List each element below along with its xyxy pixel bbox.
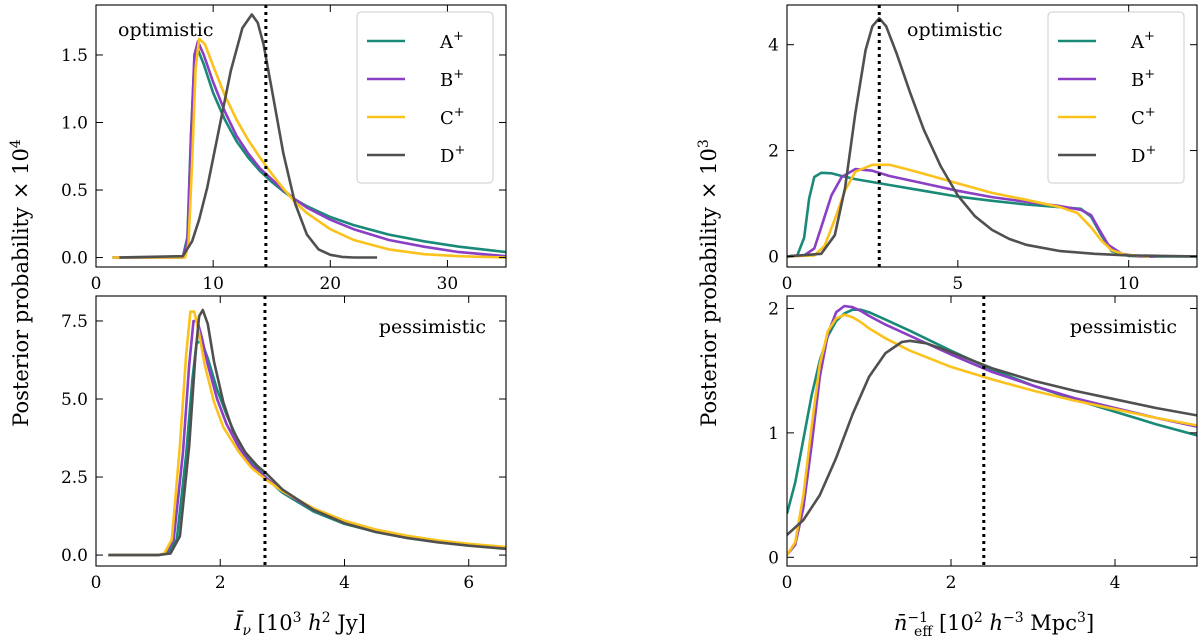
y-tick-label: 0.5	[61, 181, 88, 201]
series-group	[108, 308, 506, 557]
y-tick-label: 1	[768, 424, 779, 444]
y-tick-label: 2	[768, 299, 779, 319]
y-tick-label: 2	[768, 142, 779, 162]
axes-frame	[95, 4, 507, 268]
legend-label-C: C+	[440, 105, 465, 129]
y-tick-label: 0	[768, 548, 779, 568]
left-x-axis-title: Īν [103 h2 Jy]	[233, 610, 366, 639]
legend: A+ B+ C+ D+	[1047, 11, 1185, 184]
y-tick-label: 1.5	[61, 46, 88, 66]
series-line-A	[108, 340, 506, 557]
panel-annotation: pessimistic	[1070, 316, 1177, 338]
x-tick-label: 10	[1118, 274, 1140, 294]
x-tick-label: 2	[215, 573, 226, 593]
y-tick-label: 0	[768, 247, 779, 267]
series-line-D	[787, 16, 1197, 258]
legend-label-B: B+	[440, 67, 464, 91]
panel-annotation: pessimistic	[379, 316, 486, 338]
series-line-C	[787, 163, 1150, 258]
left-y-axis-title: Posterior probability× 104	[8, 139, 33, 427]
x-tick-label: 20	[319, 274, 341, 294]
series-line-C	[787, 313, 1197, 556]
legend-label-D: D+	[1131, 143, 1156, 167]
x-tick-label: 30	[437, 274, 459, 294]
legend-box	[1047, 11, 1185, 184]
y-tick-label: 2.5	[61, 468, 88, 488]
series-line-B	[112, 40, 506, 259]
series-line-C	[108, 310, 506, 557]
legend-box	[356, 11, 494, 184]
panel-tr: 0 5 10 0 2 4 optimistic A+ B+ C+ D+	[768, 4, 1198, 294]
legend: A+ B+ C+ D+	[356, 11, 494, 184]
series-line-D	[787, 339, 1197, 536]
legend-label-D: D+	[440, 143, 465, 167]
x-tick-label: 5	[952, 274, 963, 294]
right-x-axis-title: n̄−1 eff [102 h−3 Mpc3]	[894, 610, 1094, 640]
axes-frame	[95, 295, 507, 567]
series-line-C	[112, 37, 506, 259]
y-tick-label: 1.0	[61, 113, 88, 133]
legend-label-C: C+	[1131, 105, 1156, 129]
panel-br: 0 2 4 0 1 2 pessimistic	[768, 295, 1198, 593]
x-tick-label: 10	[202, 274, 224, 294]
series-line-B	[787, 167, 1156, 258]
panel-bl: 0 2 4 6 0.0 2.5 5.0 7.5 pessimistic	[61, 295, 507, 593]
series-group	[787, 304, 1197, 556]
x-tick-label: 0	[91, 274, 102, 294]
series-line-D	[108, 308, 506, 557]
axes-frame	[786, 295, 1198, 567]
series-line-B	[787, 304, 1197, 556]
panel-annotation: optimistic	[118, 19, 214, 41]
legend-label-A: A+	[439, 29, 464, 53]
y-tick-label: 0.0	[61, 546, 88, 566]
right-y-axis-title: Posterior probability× 103	[696, 139, 721, 427]
x-tick-label: 4	[339, 573, 350, 593]
y-tick-label: 7.5	[61, 312, 88, 332]
x-tick-label: 2	[946, 573, 957, 593]
legend-label-B: B+	[1131, 67, 1155, 91]
x-tick-label: 4	[1110, 573, 1121, 593]
series-group	[112, 13, 506, 259]
legend-label-A: A+	[1130, 29, 1155, 53]
series-line-B	[108, 319, 506, 557]
x-tick-label: 6	[463, 573, 474, 593]
x-tick-label: 0	[91, 573, 102, 593]
y-tick-label: 5.0	[61, 390, 88, 410]
x-tick-label: 0	[782, 274, 793, 294]
y-tick-label: 4	[768, 36, 779, 56]
panel-annotation: optimistic	[907, 19, 1003, 41]
series-group	[787, 16, 1197, 258]
axes-frame	[786, 4, 1198, 268]
x-tick-label: 0	[782, 573, 793, 593]
y-tick-label: 0.0	[61, 249, 88, 269]
series-line-D	[119, 13, 378, 259]
panel-tl: 0 10 20 30 0.0 0.5 1.0 1.5 optimistic A+ B+ C+ D+	[61, 4, 507, 294]
